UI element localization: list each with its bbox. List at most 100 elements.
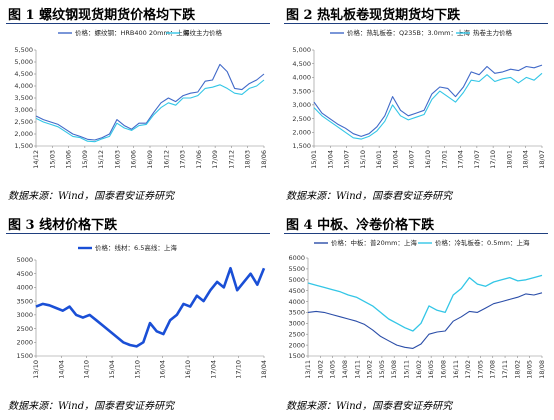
chart-title: 图 4 中板、冷卷价格下跌 xyxy=(286,218,435,233)
x-tick-label: 14/05 xyxy=(329,360,337,379)
x-tick-label: 17/12 xyxy=(227,150,235,169)
y-tick-label: 4,500 xyxy=(292,60,311,68)
x-tick-label: 14/10 xyxy=(83,360,91,379)
x-tick-label: 16/07 xyxy=(408,150,416,169)
x-tick-label: 14/11 xyxy=(353,360,361,379)
x-tick-label: 17/04 xyxy=(209,360,217,379)
x-tick-label: 18/01 xyxy=(505,150,513,169)
x-tick-label: 17/07 xyxy=(473,150,481,169)
y-tick-label: 2000 xyxy=(288,341,305,349)
x-tick-label: 15/03 xyxy=(48,150,56,169)
chart-panel-rebar: 图 1 螺纹钢现货期货价格均下跌 1,500 2,000 2,500 3,000 3,5… xyxy=(0,0,276,210)
x-tick-label: 15/11 xyxy=(403,360,411,379)
x-tick-label: 15/09 xyxy=(81,150,89,169)
series-line xyxy=(35,266,266,348)
x-tick-label: 18/02 xyxy=(513,360,521,379)
y-tick-label: 3,000 xyxy=(292,101,311,109)
line-chart-rebar: 1,500 2,000 2,500 3,000 3,500 4,000 4,500 5,000… xyxy=(14,28,268,169)
title-underline xyxy=(6,233,270,234)
x-tick-label: 17/03 xyxy=(179,150,187,169)
series-line xyxy=(313,72,543,140)
y-tick-label: 4,500 xyxy=(14,70,33,78)
y-tick-label: 4500 xyxy=(288,287,305,295)
y-tick-label: 2,500 xyxy=(292,115,311,123)
x-tick-label: 14/02 xyxy=(316,360,324,379)
y-tick-label: 2,000 xyxy=(14,130,33,138)
line-chart-wire-rod: 1500 2000 2500 3000 3500 4000 4500 5000 13/10 14/… xyxy=(16,243,268,379)
legend-label: 价格：热轧板卷：Q235B：3.0mm：上海 xyxy=(347,28,470,37)
x-tick-label: 16/09 xyxy=(146,150,154,169)
y-tick-label: 5,000 xyxy=(14,58,33,66)
x-tick-label: 15/05 xyxy=(378,360,386,379)
x-tick-label: 15/02 xyxy=(366,360,374,379)
legend-label: 价格：中板：普20mm：上海 xyxy=(331,238,417,247)
y-tick-label: 1500 xyxy=(288,352,305,360)
x-tick-label: 15/12 xyxy=(97,150,105,169)
x-tick-label: 15/07 xyxy=(343,150,351,169)
line-chart-hot-rolled-coil: 1,500 2,000 2,500 3,000 3,500 4,000 4,500 5,000… xyxy=(292,28,546,169)
x-tick-label: 15/01 xyxy=(310,150,318,169)
y-tick-label: 5500 xyxy=(288,265,305,273)
series-line xyxy=(313,64,543,137)
x-tick-label: 14/08 xyxy=(341,360,349,379)
x-tick-label: 16/12 xyxy=(162,150,170,169)
x-tick-label: 16/04 xyxy=(391,150,399,169)
data-source-note: 数据来源：Wind，国泰君安证券研究 xyxy=(286,401,453,412)
x-tick-label: 18/03 xyxy=(244,150,252,169)
x-tick-label: 17/02 xyxy=(464,360,472,379)
series-line xyxy=(35,63,265,141)
legend-label: 热卷主力价格 xyxy=(473,28,513,37)
y-tick-label: 5000 xyxy=(16,256,33,264)
chart-title: 图 2 热轧板卷现货期货均下跌 xyxy=(286,8,461,23)
x-tick-label: 16/01 xyxy=(375,150,383,169)
y-tick-label: 4000 xyxy=(16,284,33,292)
x-tick-label: 17/09 xyxy=(211,150,219,169)
y-tick-label: 1500 xyxy=(16,352,33,360)
x-tick-label: 17/11 xyxy=(501,360,509,379)
y-tick-label: 3,500 xyxy=(14,94,33,102)
x-tick-label: 17/10 xyxy=(235,360,243,379)
x-tick-label: 17/08 xyxy=(489,360,497,379)
x-tick-label: 17/06 xyxy=(195,150,203,169)
chart-title: 图 3 线材价格下跌 xyxy=(8,218,118,233)
data-source-note: 数据来源：Wind，国泰君安证券研究 xyxy=(286,191,453,202)
x-tick-label: 13/11 xyxy=(304,360,312,379)
y-tick-label: 3500 xyxy=(16,297,33,305)
x-tick-label: 15/04 xyxy=(326,150,334,169)
legend-label: 价格：冷轧板卷：0.5mm：上海 xyxy=(435,238,530,247)
x-tick-label: 16/10 xyxy=(424,150,432,169)
x-tick-label: 16/06 xyxy=(130,150,138,169)
chart-panel-hot-rolled-coil: 图 2 热轧板卷现货期货均下跌 1,500 2,000 2,500 3,000 3,50… xyxy=(278,0,554,210)
y-tick-label: 1,500 xyxy=(292,142,311,150)
line-chart-plate-cold-rolled: 1500 2000 2500 3000 3500 4000 4500 5000 5500 6000… xyxy=(288,238,546,379)
x-tick-label: 16/05 xyxy=(427,360,435,379)
y-tick-label: 4,000 xyxy=(292,74,311,82)
legend-label: 价格：线材：6.5高线：上海 xyxy=(95,243,177,252)
y-tick-label: 1,500 xyxy=(14,142,33,150)
y-tick-label: 4000 xyxy=(288,298,305,306)
chart-panel-plate-cold-rolled: 图 4 中板、冷卷价格下跌 1500 2000 2500 3000 3500 4000 45… xyxy=(278,210,554,420)
legend-label: 螺纹主力价格 xyxy=(183,28,223,37)
series-line xyxy=(307,274,543,332)
y-tick-label: 2,500 xyxy=(14,118,33,126)
y-tick-label: 2500 xyxy=(288,330,305,338)
x-tick-label: 17/10 xyxy=(489,150,497,169)
x-tick-label: 17/04 xyxy=(457,150,465,169)
x-tick-label: 16/11 xyxy=(452,360,460,379)
chart-panel-wire-rod: 图 3 线材价格下跌 1500 2000 2500 3000 3500 4000 4500 5… xyxy=(0,210,276,420)
y-tick-label: 5,500 xyxy=(14,46,33,54)
x-tick-label: 17/05 xyxy=(476,360,484,379)
x-tick-label: 16/08 xyxy=(439,360,447,379)
data-source-note: 数据来源：Wind，国泰君安证券研究 xyxy=(8,191,175,202)
x-tick-label: 18/07 xyxy=(538,150,546,169)
y-tick-label: 2,000 xyxy=(292,128,311,136)
x-tick-label: 18/06 xyxy=(260,150,268,169)
x-tick-label: 16/03 xyxy=(113,150,121,169)
x-tick-label: 18/04 xyxy=(260,360,268,379)
series-line xyxy=(35,79,265,143)
x-tick-label: 14/12 xyxy=(32,150,40,169)
x-tick-label: 18/08 xyxy=(538,360,546,379)
y-tick-label: 4,000 xyxy=(14,82,33,90)
x-tick-label: 16/04 xyxy=(159,360,167,379)
x-tick-label: 14/04 xyxy=(57,360,65,379)
